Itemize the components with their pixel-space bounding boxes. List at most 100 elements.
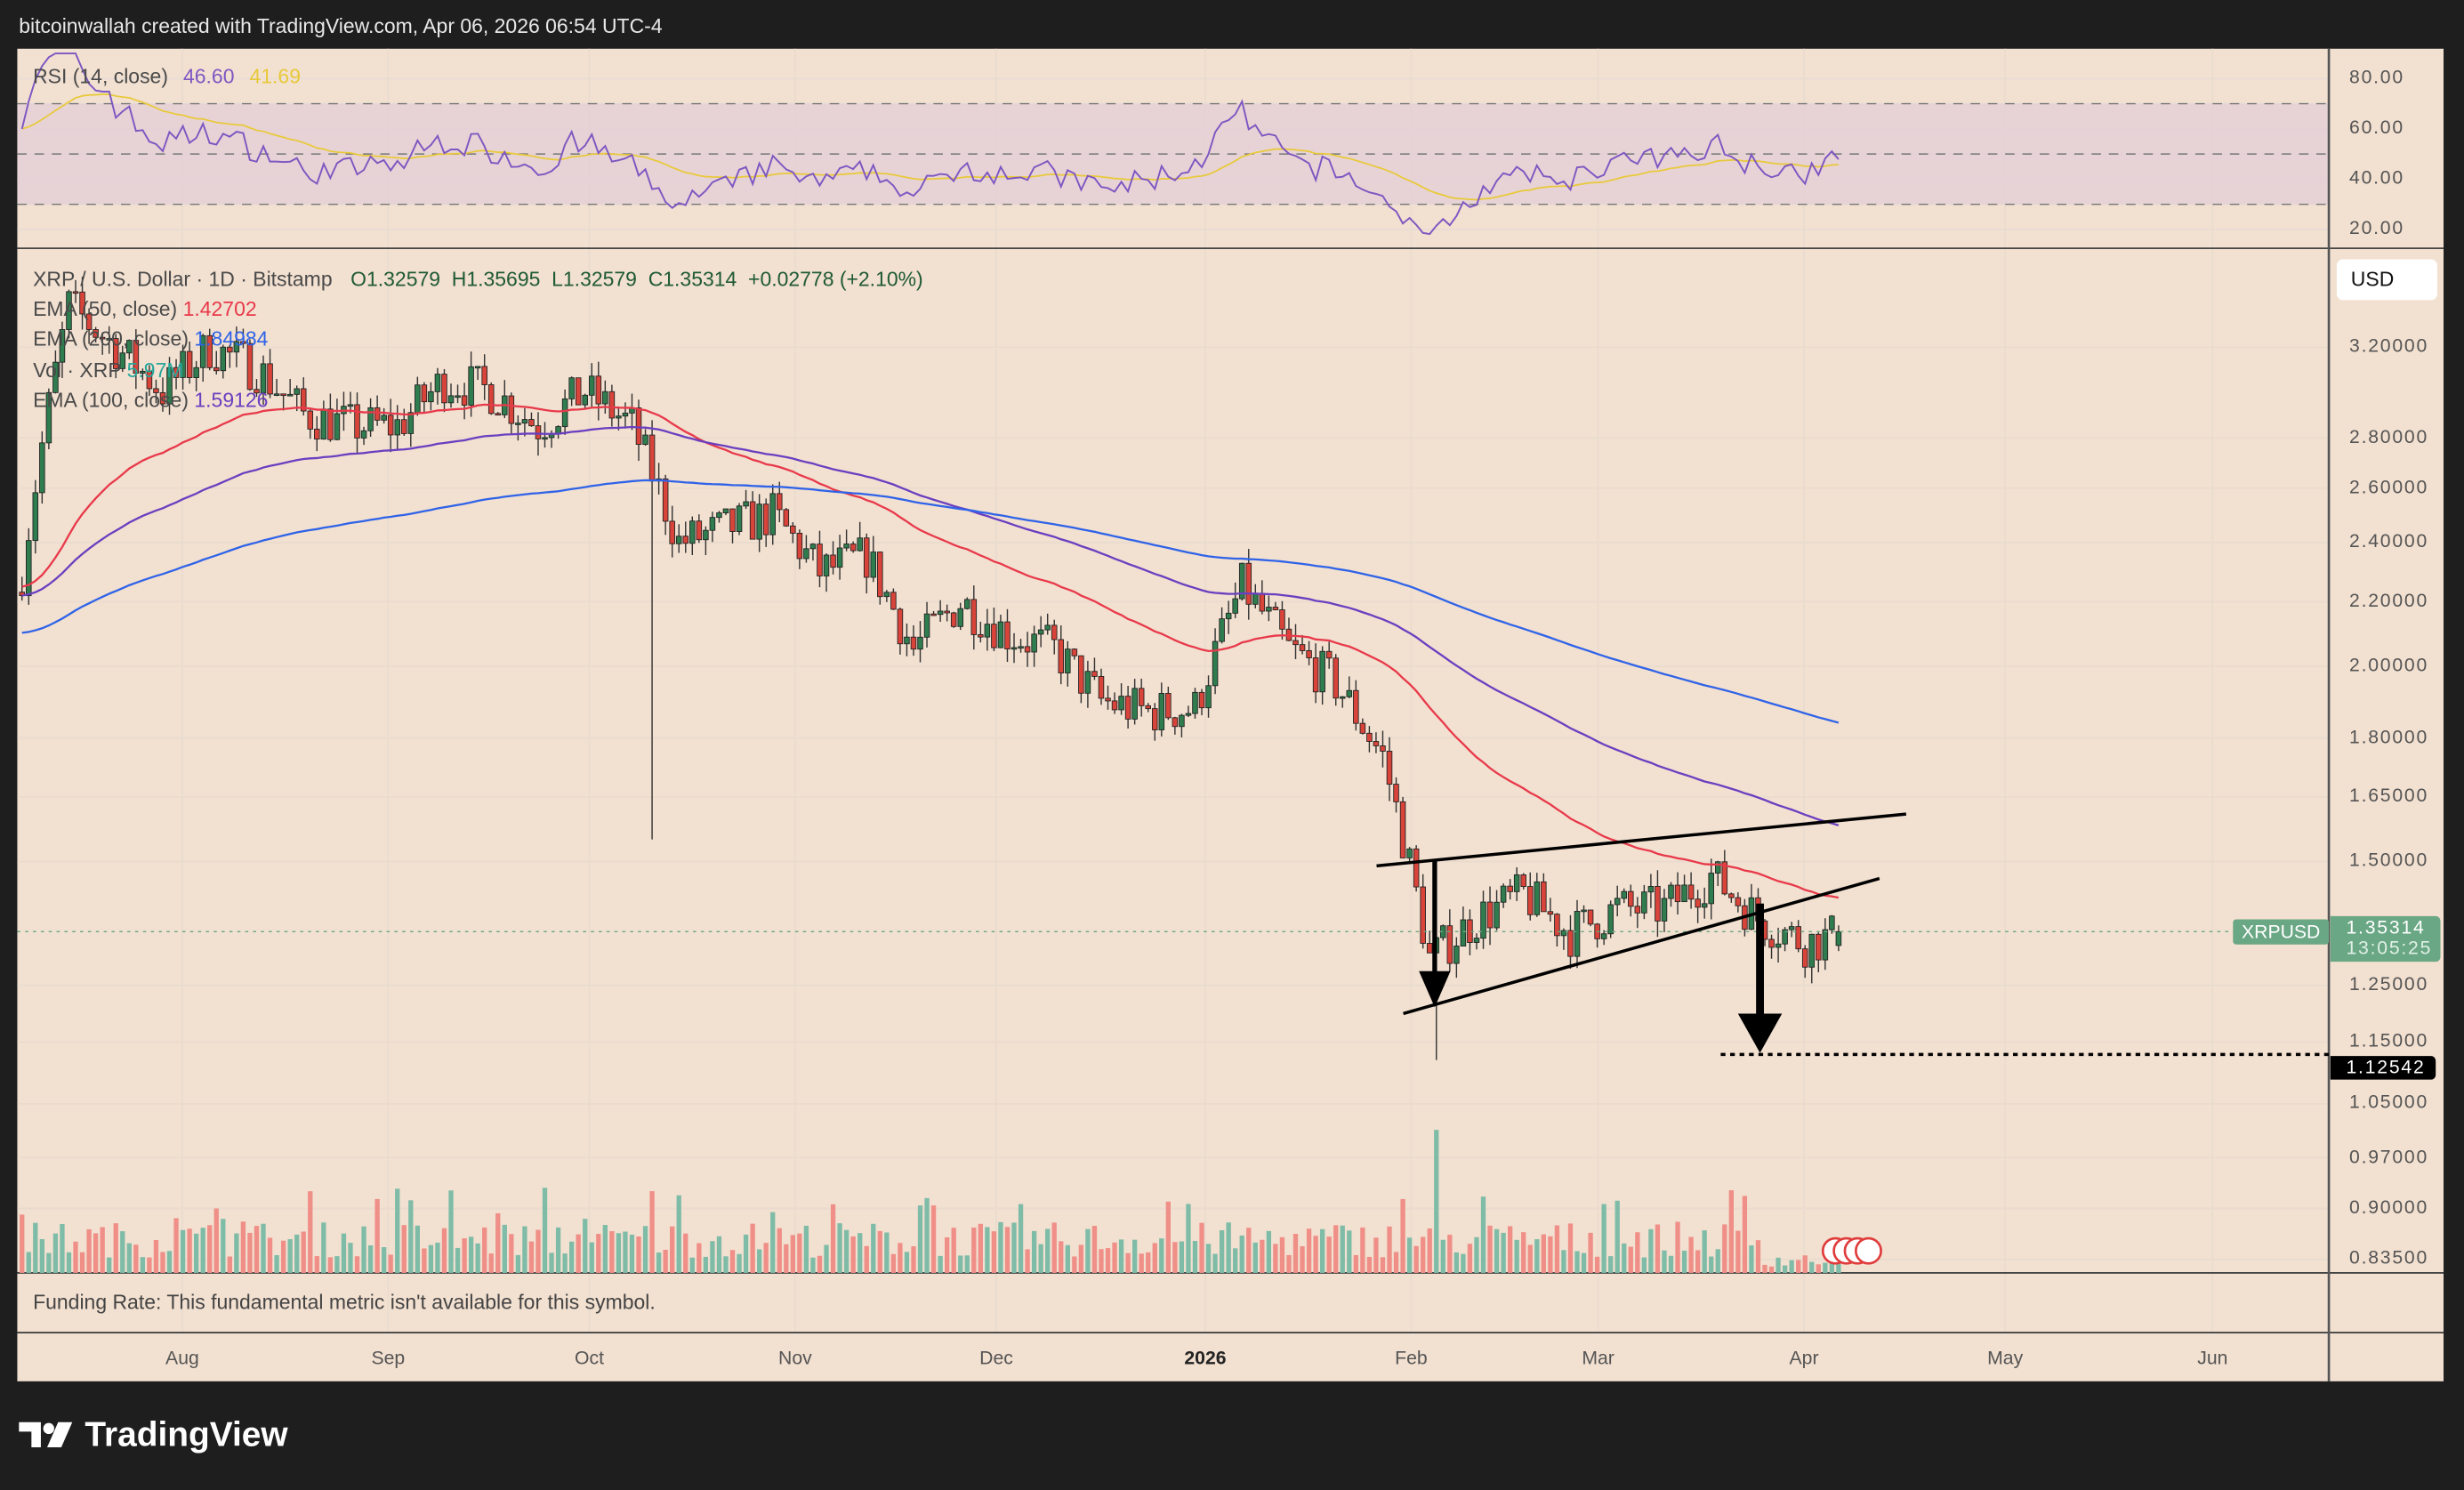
candle-down xyxy=(1312,657,1319,693)
volume-bar xyxy=(737,1253,742,1273)
candle-up xyxy=(294,388,300,395)
candle-down xyxy=(575,377,582,406)
price-tick: 3.20000 xyxy=(2349,334,2429,358)
volume-bar xyxy=(1588,1232,1593,1273)
candle-down xyxy=(1446,925,1453,964)
candle-down xyxy=(1245,562,1252,605)
volume-bar xyxy=(395,1188,400,1273)
candle-up xyxy=(1037,629,1044,635)
candle-up xyxy=(166,366,173,405)
candle-up xyxy=(1192,691,1198,714)
volume-bar xyxy=(898,1243,903,1273)
volume-bar xyxy=(924,1197,930,1273)
candle-up xyxy=(736,505,743,532)
volume-bar xyxy=(435,1242,440,1273)
ema200-legend[interactable]: EMA (200, close) 1.84984 xyxy=(33,326,268,350)
candle-down xyxy=(1728,893,1735,898)
candle-down xyxy=(1145,705,1151,710)
symbol-title[interactable]: XRP / U.S. Dollar · 1D · Bitstamp xyxy=(33,267,333,291)
volume-bar xyxy=(642,1226,648,1273)
candle-up xyxy=(602,391,608,405)
volume-bar xyxy=(227,1256,232,1273)
volume-bar xyxy=(1715,1249,1720,1273)
volume-bar xyxy=(1809,1261,1815,1273)
volume-bar xyxy=(1172,1242,1178,1273)
ema100-line xyxy=(21,425,1840,826)
candle-down xyxy=(133,340,140,374)
symbol-legend: XRP / U.S. Dollar · 1D · Bitstamp O1.325… xyxy=(33,267,923,290)
month-label: 2026 xyxy=(1184,1346,1227,1369)
volume-bar xyxy=(1447,1235,1453,1273)
ema100-legend[interactable]: EMA (100, close) 1.59126 xyxy=(33,388,268,411)
volume-bar xyxy=(904,1252,910,1273)
candle-up xyxy=(1681,884,1687,903)
rsi-ma-value: 41.69 xyxy=(249,64,301,88)
volume-bar xyxy=(126,1243,132,1273)
candle-down xyxy=(1674,884,1681,903)
candle-up xyxy=(1252,592,1259,605)
candle-up xyxy=(1044,624,1051,631)
volume-bar xyxy=(1749,1245,1754,1273)
candle-up xyxy=(937,610,944,616)
candle-up xyxy=(1205,685,1212,709)
candle-down xyxy=(1105,697,1111,702)
volume-bar xyxy=(66,1252,72,1273)
candle-down xyxy=(1373,741,1380,746)
candle-up xyxy=(1238,562,1245,600)
volume-bar xyxy=(670,1226,675,1273)
volume-bar xyxy=(958,1255,963,1273)
volume-bar xyxy=(1313,1236,1318,1273)
candle-up xyxy=(1641,891,1647,914)
candle-up xyxy=(1346,689,1353,697)
volume-bar xyxy=(1246,1228,1252,1273)
candle-up xyxy=(119,352,126,369)
candle-up xyxy=(1011,647,1018,650)
currency-button[interactable]: USD xyxy=(2336,259,2437,301)
volume-bar xyxy=(1823,1262,1828,1273)
volume-bar xyxy=(1735,1230,1741,1273)
volume-bar xyxy=(422,1248,427,1273)
volume-legend[interactable]: Vol · XRP 5.97M xyxy=(33,358,183,382)
candle-up xyxy=(1473,938,1480,943)
volume-bar xyxy=(964,1255,970,1273)
candle-down xyxy=(99,336,106,340)
volume-bar xyxy=(1072,1256,1077,1273)
candle-down xyxy=(1359,722,1366,734)
volume-bar xyxy=(663,1249,668,1273)
candle-up xyxy=(1185,713,1192,716)
candle-up xyxy=(1065,648,1071,673)
volume-bar xyxy=(1688,1236,1694,1273)
volume-bar xyxy=(361,1226,366,1273)
volume-bar xyxy=(441,1228,447,1273)
volume-bar xyxy=(723,1256,729,1273)
candle-down xyxy=(1393,784,1399,802)
candle-up xyxy=(434,374,441,392)
price-tick: 2.40000 xyxy=(2349,529,2429,552)
candle-up xyxy=(1600,933,1607,939)
candle-down xyxy=(910,636,917,650)
candle-down xyxy=(441,374,447,404)
volume-bar xyxy=(998,1221,1003,1273)
volume-bar xyxy=(971,1227,977,1273)
candle-down xyxy=(1272,607,1279,610)
ema50-legend[interactable]: EMA (50, close) 1.42702 xyxy=(33,297,257,320)
tradingview-logo[interactable]: TradingView xyxy=(19,1414,288,1455)
candle-down xyxy=(1333,657,1339,699)
month-label: Dec xyxy=(979,1346,1013,1369)
candle-up xyxy=(66,291,72,330)
volume-bar xyxy=(1219,1230,1225,1273)
volume-bar xyxy=(1347,1230,1352,1273)
candle-up xyxy=(1574,911,1581,957)
volume-bar xyxy=(1668,1255,1674,1273)
volume-bar xyxy=(858,1233,863,1273)
volume-bar xyxy=(113,1223,118,1273)
chart-frame xyxy=(17,48,2444,1381)
candle-up xyxy=(360,430,367,439)
candle-up xyxy=(836,547,843,568)
candle-up xyxy=(447,395,455,404)
volume-bar xyxy=(120,1231,125,1273)
volume-bar xyxy=(1474,1236,1479,1273)
volume-bar xyxy=(308,1191,313,1273)
candle-up xyxy=(883,592,890,598)
